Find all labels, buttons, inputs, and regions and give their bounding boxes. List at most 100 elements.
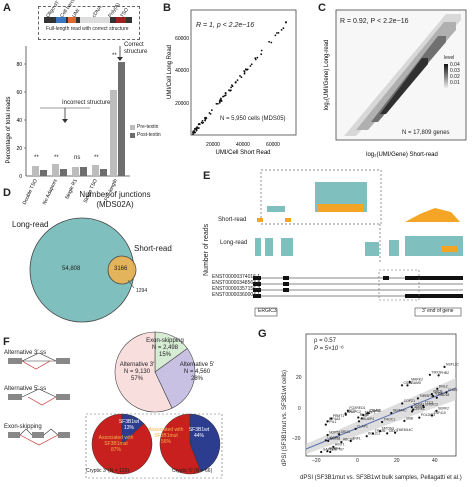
gene-point <box>324 439 327 442</box>
gene-label: POLDIP3 <box>421 413 435 417</box>
venn-title-2: (MDS02A) <box>96 200 134 209</box>
gene-point <box>362 413 365 417</box>
gene-point <box>354 427 357 430</box>
gene-label: PGAM5 <box>409 381 421 385</box>
scatter-point <box>222 95 225 98</box>
x-tick-2: 0 <box>356 458 359 464</box>
scatter-point <box>246 68 249 71</box>
gene-label: RAD18 <box>438 393 449 397</box>
right-pie-caption: Cryptic 5′ (N = 66) <box>172 468 213 474</box>
left-small-pct: 13% <box>123 425 134 431</box>
scatter-point <box>230 89 232 92</box>
panel-f-pies <box>85 331 223 479</box>
gene-label: ERGIC3 <box>425 403 438 407</box>
alt5-name: Alternative 5′ <box>179 362 215 368</box>
gene-label: ZNF410 <box>434 411 446 415</box>
svg-text:40000: 40000 <box>236 142 250 148</box>
svg-text:40000: 40000 <box>175 68 189 74</box>
schematic-exonskip: Exon-skipping <box>4 424 42 430</box>
gene-point <box>443 365 446 368</box>
scatter-point <box>249 65 252 67</box>
scatter-point <box>193 130 196 132</box>
level-legend-title: level <box>444 55 455 61</box>
gene-label: UBB <box>406 416 414 420</box>
gene-label: CBX3 <box>389 429 398 433</box>
scatter-point <box>217 102 219 105</box>
gene-label: CLAP1 <box>357 424 368 428</box>
gene-label: TMX2 <box>431 370 440 374</box>
scatter-point <box>240 76 243 79</box>
panel-g-scatter: TCEA1 NT5E ZNF767 FOXRED1 ORAI2 POLDIP3 SURF4 P… <box>305 333 460 457</box>
svg-text:60: 60 <box>16 90 22 96</box>
alt3-name: Alternative 3′ <box>119 362 155 368</box>
y-tick-3: 20 <box>296 375 302 381</box>
schematic-caption: Full-length read with correct structure <box>46 26 129 32</box>
scatter-point <box>194 128 196 131</box>
legend-pre: Pre-textin <box>137 124 159 130</box>
scatter-point <box>218 101 221 104</box>
scatter-point <box>209 113 212 115</box>
exon-skip-pct: 15% <box>158 352 171 358</box>
panel-label-d: D <box>3 187 11 199</box>
scatter-point <box>277 32 280 34</box>
panel-b-n: N = 5,950 cells (MDS05) <box>220 116 286 122</box>
svg-text:60000: 60000 <box>266 142 280 148</box>
gene-label: SEMA4C <box>393 409 407 413</box>
gene-label: MARK2 <box>411 377 423 381</box>
gene-label: TFDP1 <box>365 411 376 415</box>
pie-slice-alt3 <box>114 331 173 413</box>
svg-text:80: 80 <box>16 62 22 68</box>
svg-text:20000: 20000 <box>175 101 189 107</box>
gene-label: COPZ1 <box>404 399 415 403</box>
gene-label: TTC3 <box>425 401 434 405</box>
scatter-point <box>236 79 239 81</box>
scatter-point <box>204 117 207 119</box>
left-big-line1: Associated with <box>98 435 134 441</box>
scatter-point <box>218 99 221 102</box>
gene-point <box>332 445 335 448</box>
exon-skip-count: N = 2,498 <box>151 345 179 351</box>
gene-label: CHUK <box>448 388 458 392</box>
scatter-point <box>243 72 246 75</box>
level-value-1: 0.04 <box>450 62 460 68</box>
gene-point <box>324 423 327 426</box>
panel-a-bar-chart: 0 20 40 60 80 Percentage of total reads … <box>6 46 135 206</box>
scatter-point <box>282 27 285 30</box>
gene-label: TRA2B <box>375 429 387 433</box>
gene-point <box>403 419 406 422</box>
left-small-label: SF3B1wt <box>118 419 140 425</box>
gene-point <box>412 408 415 411</box>
panel-label-b: B <box>163 2 171 14</box>
splice-schematics <box>8 352 70 446</box>
gene-point <box>330 417 333 420</box>
alt5-count: N = 4,560 <box>183 369 211 375</box>
gene-label: THOC1 <box>384 418 396 422</box>
sig-3: ns <box>74 155 81 161</box>
right-big-line2: SF3B1mut <box>154 433 178 439</box>
left-big-line2: SF3B1mut <box>104 441 128 447</box>
gene-point <box>411 410 414 413</box>
gene-point <box>371 432 375 435</box>
scatter-point <box>234 81 237 84</box>
gene-point <box>436 387 439 390</box>
panel-g-ylabel: dPSI (SF3B1mut vs. SF3B1wt cells) <box>282 369 288 466</box>
gene-point <box>401 402 404 405</box>
scatter-point <box>224 92 227 94</box>
gene-label: ZNF1 <box>352 437 361 441</box>
gene-point <box>386 432 389 435</box>
scatter-point <box>220 100 223 102</box>
panel-c-stat: R = 0.92, P < 2.2e−16 <box>340 18 409 25</box>
scatter-point <box>260 49 263 52</box>
gene-point <box>367 412 370 415</box>
scatter-point <box>196 126 198 128</box>
incorrect-structure-label: Incorrect structure <box>62 100 111 106</box>
gene-label: EIF4A3 <box>329 417 340 421</box>
scatter-point <box>228 89 230 92</box>
panel-b-scatter: 20000 40000 60000 20000 40000 60000 UMI/… <box>167 9 297 156</box>
svg-text:20: 20 <box>16 146 22 152</box>
scatter-point <box>230 86 232 89</box>
scatter-point <box>250 63 253 66</box>
gene-point <box>408 380 411 383</box>
gene-label: CERKL <box>414 407 425 411</box>
gene-label: CSN2 <box>404 381 413 385</box>
